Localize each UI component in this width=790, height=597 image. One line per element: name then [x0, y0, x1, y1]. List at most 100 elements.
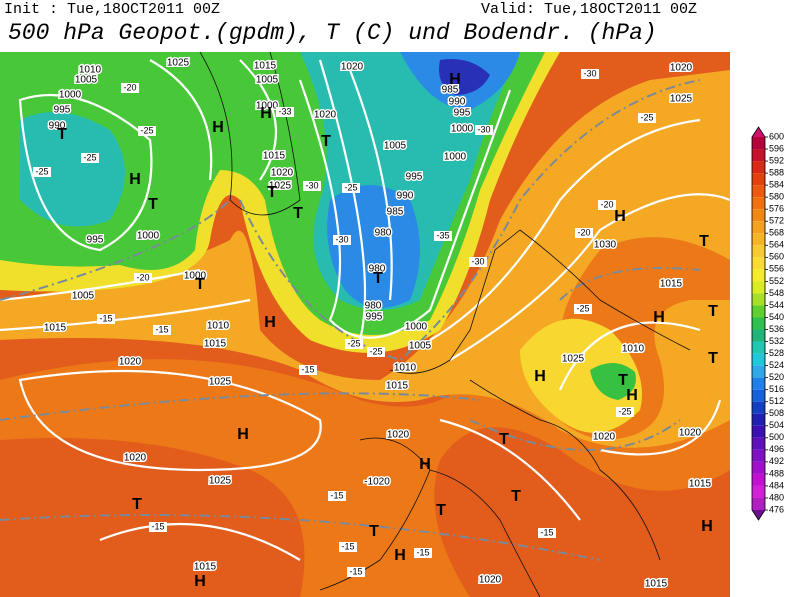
colorbar-label: 504 — [769, 420, 784, 430]
isobar-label: 1000 — [59, 90, 82, 101]
temp-label-box — [149, 522, 167, 532]
isobar-label: 1020 — [387, 430, 410, 441]
isobar-label: 1020 — [124, 453, 147, 464]
temp-label: -15 — [301, 364, 314, 374]
pressure-center: H — [653, 309, 665, 326]
temp-label-box — [342, 183, 360, 193]
isobar-label: 1010 — [622, 344, 645, 355]
isobar-label: 1015 — [44, 323, 67, 334]
colorbar-label: 520 — [769, 372, 784, 382]
isobar-label: 995 — [406, 172, 423, 183]
pressure-center: T — [699, 233, 709, 250]
blue-low — [327, 52, 520, 308]
pressure-center: T — [293, 205, 303, 222]
isobar-label: 1020 — [670, 63, 693, 74]
pressure-center: T — [369, 523, 379, 540]
isobar-label: 1000 — [444, 152, 467, 163]
colorbar-band — [752, 257, 765, 270]
temp-label-box — [299, 365, 317, 375]
isobar-label: 1015 — [660, 279, 683, 290]
temp-label-box — [469, 257, 487, 267]
colorbar-band — [752, 485, 765, 498]
isobar-label: 1000 — [405, 322, 428, 333]
temp-label: -30 — [305, 180, 318, 190]
isobar-label: 1025 — [209, 377, 232, 388]
isobar-label: 1020 — [679, 428, 702, 439]
colorbar-band — [752, 185, 765, 198]
colorbar-band — [752, 461, 765, 474]
colorbar-band — [752, 161, 765, 174]
isobar-label: 1020 — [271, 168, 294, 179]
yellow-patch — [520, 318, 642, 433]
temp-label: -30 — [471, 256, 484, 266]
init-time: Init : Tue,18OCT2011 00Z — [4, 1, 220, 18]
colorbar-band — [752, 149, 765, 162]
colorbar-band — [752, 449, 765, 462]
colorbar-band — [752, 329, 765, 342]
temp-label: -20 — [577, 227, 590, 237]
temp-label: -25 — [576, 303, 589, 313]
isobar-label: 1020 — [341, 62, 364, 73]
colorbar-label: 500 — [769, 432, 784, 442]
colorbar-label: 524 — [769, 360, 784, 370]
colorbar-band — [752, 413, 765, 426]
colorbar-band — [752, 497, 765, 510]
isobar-label: 1000 — [184, 271, 207, 282]
temp-label: -30 — [477, 124, 490, 134]
temp-label: -15 — [330, 490, 343, 500]
colorbar-band — [752, 221, 765, 234]
temp-label-box — [121, 83, 139, 93]
isobar-label: 1025 — [562, 354, 585, 365]
temp-label: -20 — [123, 82, 136, 92]
colorbar-label: 600 — [769, 131, 784, 141]
isobar-label: 995 — [366, 312, 383, 323]
pressure-center: H — [129, 171, 141, 188]
temp-label-box — [276, 107, 294, 117]
colorbar-label: 536 — [769, 324, 784, 334]
temp-label: -25 — [83, 152, 96, 162]
temp-label: -15 — [155, 324, 168, 334]
temp-label-box — [81, 153, 99, 163]
isobar-label: 980 — [375, 228, 392, 239]
isobar-label: 1015 — [263, 151, 286, 162]
pressure-center: T — [499, 431, 509, 448]
isobar-label: 990 — [449, 97, 466, 108]
isobar-label: 1005 — [256, 75, 279, 86]
temp-label-box — [616, 407, 634, 417]
pressure-center: H — [449, 71, 461, 88]
colorbar-label: 576 — [769, 204, 784, 214]
temp-label-box — [347, 567, 365, 577]
isobar-label: 985 — [387, 207, 404, 218]
pressure-center: H — [701, 518, 713, 535]
isobar-label: 1010 — [394, 363, 417, 374]
isobar-label: 1015 — [645, 579, 668, 590]
pressure-center: T — [148, 196, 158, 213]
temp-label: -20 — [136, 272, 149, 282]
pressure-center: T — [618, 372, 628, 389]
colorbar-band — [752, 245, 765, 258]
colorbar-band — [752, 425, 765, 438]
isobar-label: 1000 — [256, 101, 279, 112]
isobar-label: 1020 — [479, 575, 502, 586]
colorbar-label: 584 — [769, 180, 784, 190]
isobar-label: 1000 — [451, 124, 474, 135]
colorbar-band — [752, 281, 765, 294]
isobar-label: 995 — [54, 105, 71, 116]
colorbar-band — [752, 233, 765, 246]
colorbar-band — [752, 389, 765, 402]
temp-label: -25 — [369, 346, 382, 356]
isobar-label: 1025 — [167, 58, 190, 69]
colorbar-band — [752, 437, 765, 450]
temp-label: -15 — [99, 313, 112, 323]
isobar-label: 1025 — [269, 181, 292, 192]
isobar-label: 1010 — [79, 65, 102, 76]
temp-label-box — [367, 347, 385, 357]
isobar-label: 1015 — [254, 61, 277, 72]
pressure-center: H — [194, 573, 206, 590]
temp-label-box — [575, 228, 593, 238]
pressure-center: T — [436, 502, 446, 519]
colorbar-label: 488 — [769, 468, 784, 478]
pressure-center: H — [237, 426, 249, 443]
temp-label: -25 — [640, 112, 653, 122]
pressure-center: H — [264, 314, 276, 331]
